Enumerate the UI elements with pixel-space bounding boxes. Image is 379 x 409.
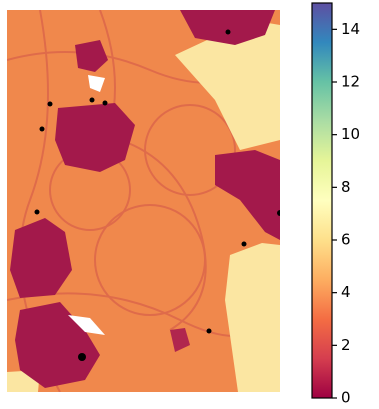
dark-region [215,150,280,240]
colorbar-tick-label: 12 [341,73,360,91]
dark-region [10,218,72,298]
colorbar-tick-label: 10 [341,125,360,143]
dots [34,29,280,361]
hole [88,75,105,92]
pale-region [175,20,280,150]
image [7,10,280,392]
colorbar-tick-label: 4 [341,283,351,301]
dark-region [180,10,275,45]
colorbar-tick-label: 8 [341,178,351,196]
grain-boundaries [7,10,280,392]
dark-region [55,103,135,172]
pale-region [225,243,280,392]
colorbar-tick-label: 0 [341,389,351,407]
colorbar-tick-label: 2 [341,336,351,354]
hole [68,315,105,335]
dark-region [170,328,190,352]
dark-region [75,40,108,72]
colorbar [311,2,333,399]
colorbar-tick-label: 6 [341,231,351,249]
colorbar-tick-label: 14 [341,20,360,38]
